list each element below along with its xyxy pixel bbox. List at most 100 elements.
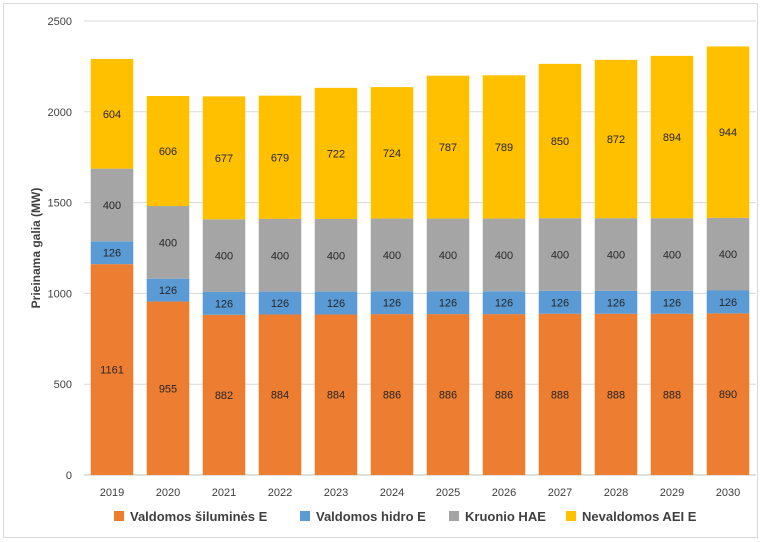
bar-segment	[706, 46, 750, 218]
x-tick-label: 2028	[604, 487, 628, 499]
bar-segment	[538, 63, 582, 219]
x-tick-label: 2027	[548, 487, 572, 499]
x-tick-label: 2019	[100, 487, 124, 499]
data-label: 126	[607, 297, 625, 309]
bar-segment	[370, 291, 414, 315]
bar-segment	[258, 95, 302, 219]
bar-segment	[202, 291, 246, 315]
data-label: 400	[159, 237, 177, 249]
bar-segment	[258, 314, 302, 475]
data-label: 884	[327, 390, 345, 402]
bar-segment	[258, 291, 302, 315]
data-label: 850	[551, 136, 569, 148]
bar-segment	[538, 313, 582, 475]
data-label: 884	[271, 390, 289, 402]
data-label: 126	[719, 297, 737, 309]
data-label: 400	[495, 250, 513, 262]
bar-segment	[650, 290, 694, 314]
x-tick-label: 2020	[156, 487, 180, 499]
bar-segment	[370, 314, 414, 475]
data-label: 400	[327, 250, 345, 262]
bar-segment	[594, 59, 638, 219]
data-label: 126	[551, 297, 569, 309]
data-label: 400	[719, 249, 737, 261]
bar-segment	[314, 87, 358, 219]
data-label: 400	[103, 200, 121, 212]
data-label: 400	[383, 250, 401, 262]
legend-label: Valdomos hidro E	[316, 509, 426, 524]
legend-label: Kruonio HAE	[465, 509, 546, 524]
data-label: 400	[663, 250, 681, 262]
bar-segment	[538, 218, 582, 291]
bar-segment	[314, 291, 358, 315]
x-tick-label: 2026	[492, 487, 516, 499]
y-tick-label: 2000	[48, 107, 72, 119]
legend-swatch	[566, 511, 576, 521]
data-label: 1161	[100, 365, 124, 377]
data-label: 882	[215, 390, 233, 402]
bar-segment	[426, 291, 470, 315]
gridlines	[84, 20, 756, 476]
data-label: 886	[439, 390, 457, 402]
bar-segment	[706, 313, 750, 475]
bar-segment	[650, 55, 694, 219]
bar-segment	[202, 219, 246, 292]
data-label: 872	[607, 134, 625, 146]
data-label: 126	[103, 248, 121, 260]
bar-segment	[706, 290, 750, 314]
bar-segment	[90, 241, 134, 265]
bar-segment	[314, 218, 358, 292]
data-label: 722	[327, 148, 345, 160]
data-label: 789	[495, 142, 513, 154]
legend: Valdomos šiluminės E Valdomos hidro E Kruo…	[114, 509, 697, 524]
data-label: 677	[215, 153, 233, 165]
data-label: 126	[327, 298, 345, 310]
bar-segment	[426, 314, 470, 475]
bar-segment	[90, 58, 134, 169]
data-label: 604	[103, 109, 121, 121]
data-label: 400	[607, 250, 625, 262]
bar-segment	[426, 75, 470, 219]
data-label: 888	[663, 389, 681, 401]
data-label: 888	[607, 389, 625, 401]
data-label: 606	[159, 146, 177, 158]
data-label: 126	[159, 285, 177, 297]
data-label: 886	[383, 390, 401, 402]
data-label: 400	[439, 250, 457, 262]
x-tick-label: 2022	[268, 487, 292, 499]
bar-segment	[426, 218, 470, 292]
y-tick-label: 2500	[48, 16, 72, 28]
data-label: 400	[215, 251, 233, 263]
data-label: 126	[439, 298, 457, 310]
bar-segment	[314, 314, 358, 475]
x-tick-label: 2029	[660, 487, 684, 499]
x-tick-label: 2025	[436, 487, 460, 499]
bar-segment	[90, 264, 134, 475]
data-label: 888	[551, 389, 569, 401]
y-tick-label: 1000	[48, 288, 72, 300]
y-axis-label: Prieinama galia (MW)	[29, 188, 43, 309]
legend-swatch	[114, 511, 124, 521]
data-label: 724	[383, 148, 401, 160]
bar-segment	[650, 313, 694, 475]
y-tick-label: 500	[54, 379, 72, 391]
data-label: 955	[159, 383, 177, 395]
legend-swatch	[300, 511, 310, 521]
data-label: 126	[271, 298, 289, 310]
data-label: 890	[719, 389, 737, 401]
bar-segment	[90, 168, 134, 242]
bar-segment	[146, 206, 190, 279]
bar-segment	[202, 314, 246, 475]
bar-segment	[538, 290, 582, 314]
data-label: 126	[663, 297, 681, 309]
legend-label: Valdomos šiluminės E	[130, 509, 268, 524]
bar-segment	[146, 301, 190, 475]
bar-segment	[594, 313, 638, 475]
x-axis-ticks: 2019 2020 2021 2022 2023 2024 2025 2026 2027 2028…	[100, 487, 740, 499]
x-tick-label: 2030	[716, 487, 740, 499]
data-label: 126	[215, 298, 233, 310]
data-label: 400	[551, 250, 569, 262]
data-label: 400	[271, 250, 289, 262]
bars	[90, 46, 750, 475]
